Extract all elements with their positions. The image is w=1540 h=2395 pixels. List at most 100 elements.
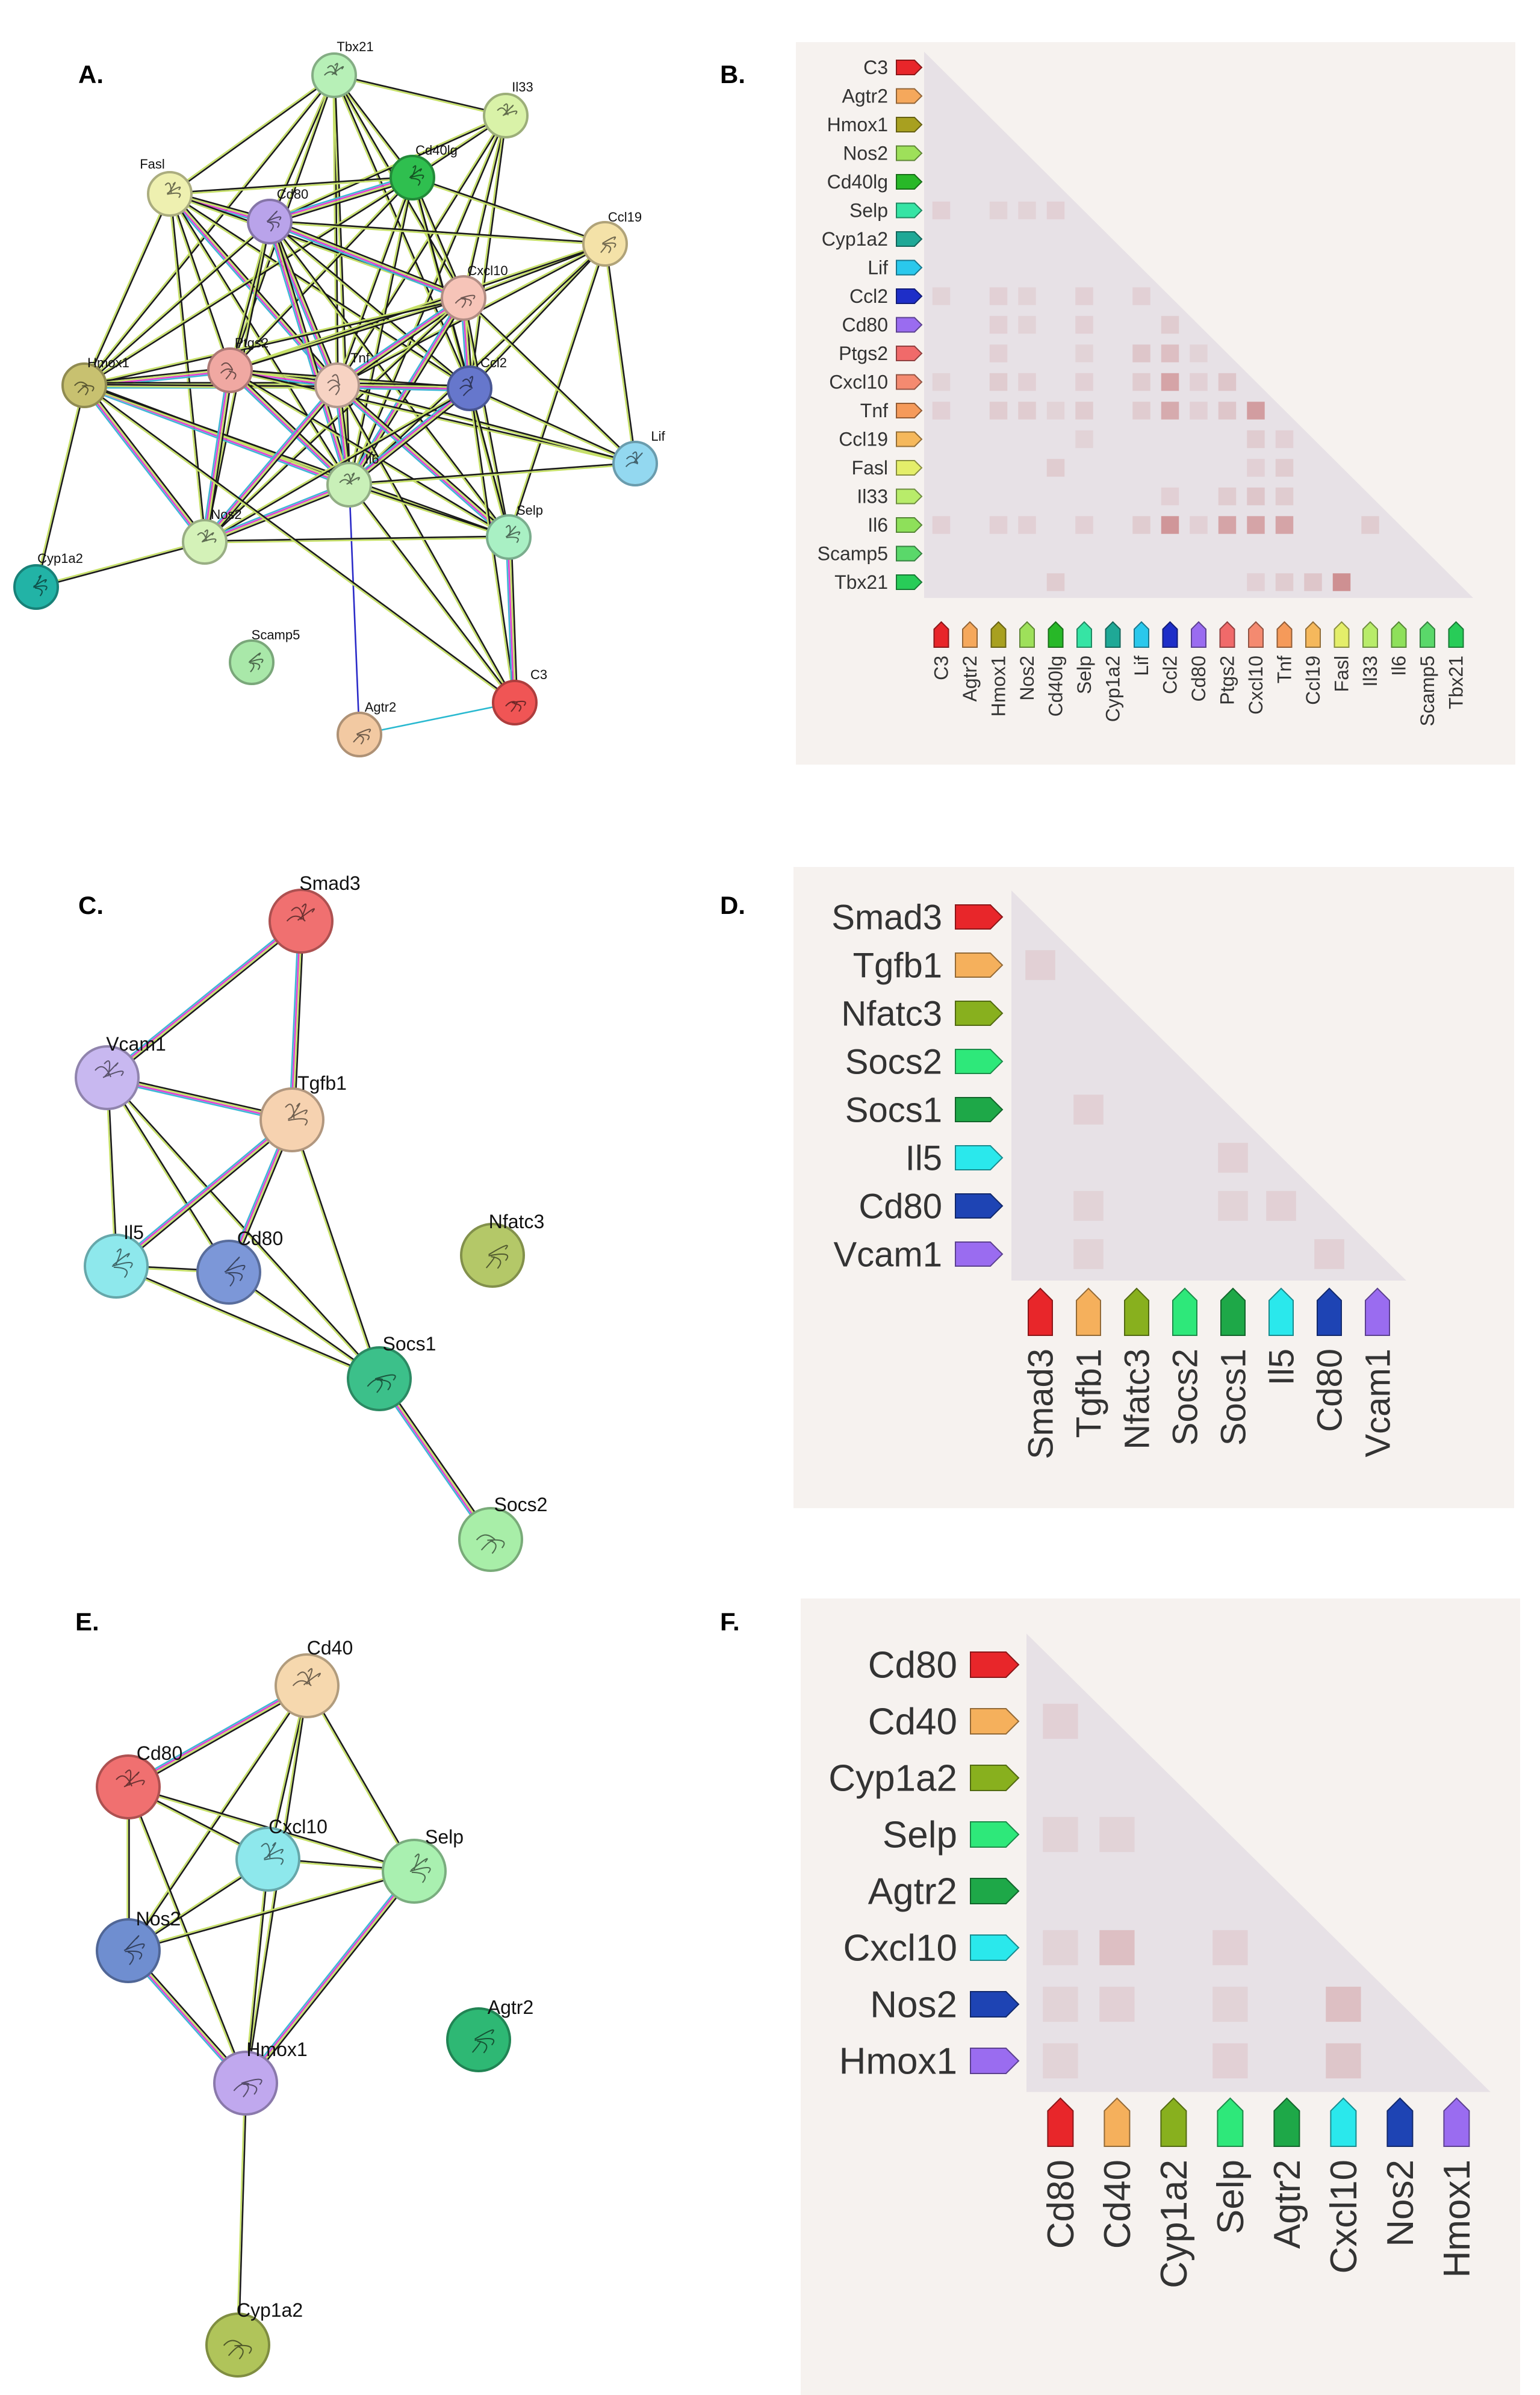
interaction-edge xyxy=(205,486,351,545)
interaction-edge xyxy=(203,387,470,542)
protein-node[interactable]: C3 xyxy=(492,667,547,725)
structure-stroke xyxy=(346,477,360,485)
node-circle xyxy=(382,1839,447,1904)
protein-node[interactable]: Selp xyxy=(382,1826,464,1904)
protein-node[interactable]: Tnf xyxy=(314,350,370,408)
interaction-edge xyxy=(203,481,349,541)
matrix-cell xyxy=(1218,402,1237,420)
protein-structure-icon xyxy=(455,294,476,308)
protein-node[interactable]: Cyp1a2 xyxy=(205,2299,303,2378)
matrix-cell xyxy=(1099,1816,1135,1853)
interaction-edge xyxy=(468,388,635,465)
protein-node[interactable]: Cd40lg xyxy=(390,143,458,200)
interaction-edge xyxy=(205,370,232,542)
interaction-edge xyxy=(36,385,86,588)
interaction-edge xyxy=(231,368,352,483)
node-label: Cd80 xyxy=(137,1742,183,1764)
protein-node[interactable]: Il5 xyxy=(84,1222,149,1299)
protein-structure-icon xyxy=(353,728,371,745)
protein-node[interactable]: Selp xyxy=(486,503,543,560)
protein-node[interactable]: Cxcl10 xyxy=(441,263,508,321)
protein-node[interactable]: Fasl xyxy=(140,157,193,217)
row-color-marker xyxy=(896,545,923,562)
matrix-cell xyxy=(1018,516,1036,534)
interaction-edge xyxy=(268,74,334,222)
protein-node[interactable]: Hmox1 xyxy=(61,355,129,408)
row-color-marker xyxy=(970,1991,1020,2018)
node-label: Cyp1a2 xyxy=(237,2299,303,2321)
node-circle xyxy=(483,93,529,138)
protein-node[interactable]: Cxcl10 xyxy=(235,1816,328,1892)
protein-node[interactable]: Il6 xyxy=(326,452,379,508)
interaction-edge xyxy=(114,1117,291,1265)
structure-stroke xyxy=(223,2340,243,2346)
protein-node[interactable]: Ccl2 xyxy=(447,355,507,411)
matrix-cell xyxy=(1218,1143,1248,1173)
node-label: C3 xyxy=(530,667,547,682)
structure-stroke xyxy=(243,2084,249,2098)
protein-node[interactable]: Agtr2 xyxy=(337,700,396,757)
row-color-marker xyxy=(896,374,923,390)
structure-stroke xyxy=(491,1256,501,1269)
protein-node[interactable]: Vcam1 xyxy=(75,1033,166,1110)
structure-stroke xyxy=(267,210,278,222)
node-label: Socs1 xyxy=(383,1333,436,1355)
protein-node[interactable]: Socs1 xyxy=(347,1333,436,1411)
node-label: Ccl19 xyxy=(608,210,642,225)
matrix-cell xyxy=(1326,2043,1361,2079)
node-circle xyxy=(326,462,372,508)
column-color-marker xyxy=(1124,1287,1149,1336)
column-label: Vcam1 xyxy=(1358,1349,1397,1458)
interaction-edge xyxy=(129,1687,309,1790)
protein-node[interactable]: Socs2 xyxy=(458,1494,547,1572)
protein-node[interactable]: Ccl19 xyxy=(582,210,642,267)
protein-node[interactable]: Scamp5 xyxy=(229,627,300,685)
structure-stroke xyxy=(485,1256,495,1269)
interaction-edge xyxy=(238,2083,247,2346)
structure-stroke xyxy=(249,662,261,671)
protein-node[interactable]: Lif xyxy=(612,429,665,486)
protein-node[interactable]: Nfatc3 xyxy=(460,1211,544,1288)
protein-node[interactable]: Cd80 xyxy=(96,1742,183,1819)
matrix-cell xyxy=(1043,2043,1078,2079)
protein-node[interactable]: Smad3 xyxy=(269,872,361,954)
matrix-cell xyxy=(1018,315,1036,334)
protein-node[interactable]: Cd80 xyxy=(196,1228,283,1305)
row-color-marker xyxy=(896,174,923,190)
protein-node[interactable]: Cyp1a2 xyxy=(13,551,83,610)
structure-stroke xyxy=(102,1070,124,1078)
structure-stroke xyxy=(113,1266,128,1278)
structure-stroke xyxy=(123,1780,145,1788)
protein-node[interactable]: Cd80 xyxy=(247,187,308,244)
column-color-marker xyxy=(1134,621,1149,648)
node-circle xyxy=(390,155,435,200)
structure-stroke xyxy=(633,452,643,464)
matrix-cell xyxy=(1043,1703,1078,1739)
column-label: Cd40lg xyxy=(1045,656,1067,716)
column-label: Il6 xyxy=(1388,656,1410,676)
row-color-marker xyxy=(970,1708,1020,1735)
protein-node[interactable]: Ptgs2 xyxy=(207,335,269,393)
interaction-edge xyxy=(84,194,172,387)
row-label: Selp xyxy=(883,1815,957,1856)
interaction-edge xyxy=(349,483,509,537)
protein-structure-icon xyxy=(266,210,282,232)
protein-node[interactable]: Nos2 xyxy=(182,507,242,565)
protein-node[interactable]: Il33 xyxy=(483,79,533,138)
interaction-edge xyxy=(337,384,636,464)
row-color-marker xyxy=(955,1241,1004,1267)
protein-node[interactable]: Agtr2 xyxy=(446,1996,533,2072)
structure-stroke xyxy=(604,244,612,253)
protein-node[interactable]: Hmox1 xyxy=(213,2039,308,2116)
protein-structure-icon xyxy=(471,2029,495,2054)
structure-stroke xyxy=(410,1858,428,1871)
interaction-edge xyxy=(205,298,465,543)
protein-node[interactable]: Tgfb1 xyxy=(259,1072,347,1152)
structure-stroke xyxy=(123,1943,145,1951)
protein-node[interactable]: Nos2 xyxy=(96,1908,181,1983)
row-label: Agtr2 xyxy=(842,85,888,107)
protein-node[interactable]: Tbx21 xyxy=(311,39,374,98)
protein-node[interactable]: Cd40 xyxy=(275,1637,353,1718)
row-label: Smad3 xyxy=(831,898,942,937)
